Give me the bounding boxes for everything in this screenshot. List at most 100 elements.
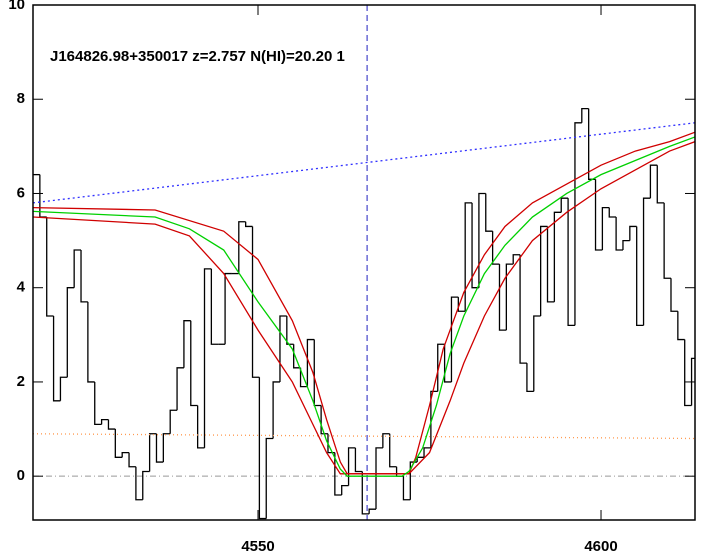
flux-step xyxy=(594,179,603,251)
flux-step xyxy=(622,239,630,251)
flux-step xyxy=(677,311,685,341)
flux-step xyxy=(601,206,610,251)
flux-step xyxy=(94,381,102,425)
frame xyxy=(32,4,696,521)
flux-step xyxy=(581,108,589,123)
flux-step xyxy=(560,197,569,213)
flux-step xyxy=(272,381,280,439)
flux-step xyxy=(196,405,205,449)
model-low-line xyxy=(33,141,695,475)
flux-step xyxy=(636,226,644,327)
flux-step xyxy=(485,193,493,232)
y-tick-label: 2 xyxy=(17,373,25,390)
flux-step xyxy=(690,357,695,406)
flux-step xyxy=(491,231,500,265)
flux-step xyxy=(354,447,363,473)
flux-step xyxy=(176,367,184,411)
flux-step xyxy=(183,320,191,368)
flux-step xyxy=(52,315,61,402)
flux-step xyxy=(443,344,452,383)
flux-step xyxy=(368,508,377,514)
flux-step xyxy=(450,296,459,382)
flux-step xyxy=(512,254,521,265)
flux-step xyxy=(629,225,637,241)
flux-step xyxy=(526,363,534,393)
flux-step xyxy=(80,250,88,303)
flux-step xyxy=(320,405,328,435)
flux-step xyxy=(100,418,109,425)
flux-step xyxy=(478,192,486,288)
flux-step xyxy=(656,165,665,204)
flux-step xyxy=(382,433,390,448)
flux-step xyxy=(265,437,274,519)
flux-step xyxy=(361,471,370,515)
flux-step xyxy=(190,320,198,407)
flux-step xyxy=(574,122,582,326)
flux-step xyxy=(341,484,349,496)
flux-step xyxy=(546,226,555,303)
flux-step xyxy=(87,301,95,383)
flux-step xyxy=(251,226,260,378)
flux-step xyxy=(46,217,54,317)
flux-step xyxy=(155,433,164,463)
flux-step xyxy=(59,376,68,401)
flux-step xyxy=(238,221,246,274)
flux-step xyxy=(457,297,466,312)
flux-step xyxy=(245,221,253,228)
flux-step xyxy=(663,202,671,279)
flux-step xyxy=(73,249,82,288)
y-tick-label: 8 xyxy=(17,90,25,107)
flux-step xyxy=(162,433,171,463)
chart-title: J164826.98+350017 z=2.757 N(HI)=20.20 1 xyxy=(50,48,345,65)
flux-step xyxy=(148,433,157,472)
flux-step xyxy=(169,409,178,434)
flux-step xyxy=(334,452,342,496)
flux-step xyxy=(498,264,507,331)
flux-step xyxy=(505,263,514,331)
flux-step xyxy=(389,433,397,468)
flux-step xyxy=(402,476,411,501)
flux-step xyxy=(66,287,75,378)
y-tick-label: 10 xyxy=(8,0,25,13)
continuum-line xyxy=(33,122,695,204)
flux-step xyxy=(539,225,548,316)
x-tick-label: 4600 xyxy=(584,538,617,555)
flux-step xyxy=(553,211,562,302)
flux-step xyxy=(107,419,116,430)
model-line xyxy=(33,136,695,477)
flux-step xyxy=(464,202,473,312)
flux-step xyxy=(649,164,658,199)
flux-step xyxy=(286,315,294,345)
flux-step xyxy=(615,217,623,251)
y-tick-label: 6 xyxy=(17,184,25,201)
flux-step xyxy=(128,452,136,468)
flux-step xyxy=(437,343,445,392)
flux-step xyxy=(135,466,143,501)
flux-step xyxy=(258,377,267,520)
flux-step xyxy=(423,447,431,458)
flux-step xyxy=(210,268,219,345)
flux-step xyxy=(471,202,479,289)
flux-step xyxy=(533,315,541,392)
flux-step xyxy=(306,338,315,387)
y-tick-label: 4 xyxy=(17,279,26,296)
flux-step xyxy=(684,339,692,407)
plot-area xyxy=(33,5,695,520)
flux-step xyxy=(203,268,212,448)
flux-step xyxy=(670,278,678,312)
flux-step xyxy=(567,198,575,327)
flux-step xyxy=(121,451,130,458)
flux-step xyxy=(375,447,383,510)
flux-step xyxy=(114,429,123,458)
x-tick-label: 4550 xyxy=(241,538,274,555)
flux-step xyxy=(519,254,527,364)
flux-step xyxy=(142,470,150,500)
flux-step xyxy=(299,367,308,388)
flux-step xyxy=(642,197,651,326)
flux-step xyxy=(347,447,356,486)
flux-step xyxy=(279,315,287,382)
y-tick-label: 0 xyxy=(17,467,25,484)
model-high-line xyxy=(33,131,695,475)
